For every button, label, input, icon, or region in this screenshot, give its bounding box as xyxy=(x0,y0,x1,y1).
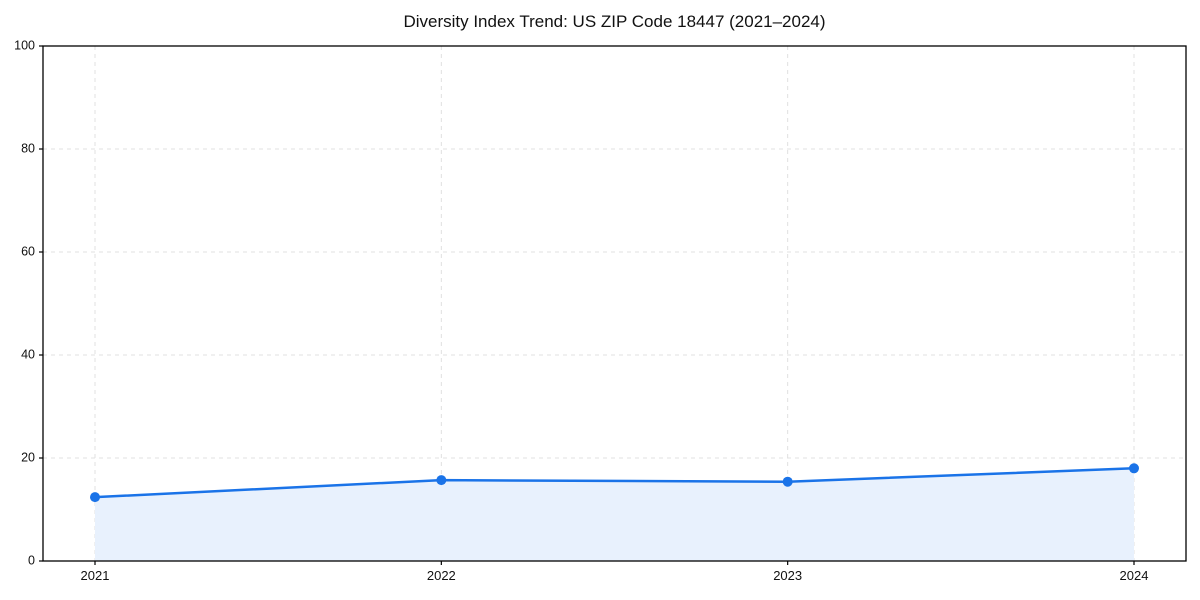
trend-line xyxy=(93,467,1136,499)
x-tick-label: 2023 xyxy=(773,568,802,583)
y-tick-label: 80 xyxy=(21,141,35,155)
y-tick-label: 60 xyxy=(21,244,35,258)
data-point-marker xyxy=(436,475,447,486)
data-point-marker xyxy=(782,476,793,487)
x-tick-label: 2021 xyxy=(81,568,110,583)
x-tick-label: 2022 xyxy=(427,568,456,583)
plot-border xyxy=(42,45,1187,562)
x-tick-label: 2024 xyxy=(1120,568,1149,583)
y-tick-label: 40 xyxy=(21,347,35,361)
area-fill xyxy=(95,468,1134,561)
chart-title: Diversity Index Trend: US ZIP Code 18447… xyxy=(403,12,826,31)
data-point-marker xyxy=(1129,463,1139,474)
y-tick-label: 100 xyxy=(14,38,35,52)
y-tick-label: 0 xyxy=(28,553,35,567)
y-tick-label: 20 xyxy=(21,450,35,464)
data-point-marker xyxy=(90,492,100,503)
